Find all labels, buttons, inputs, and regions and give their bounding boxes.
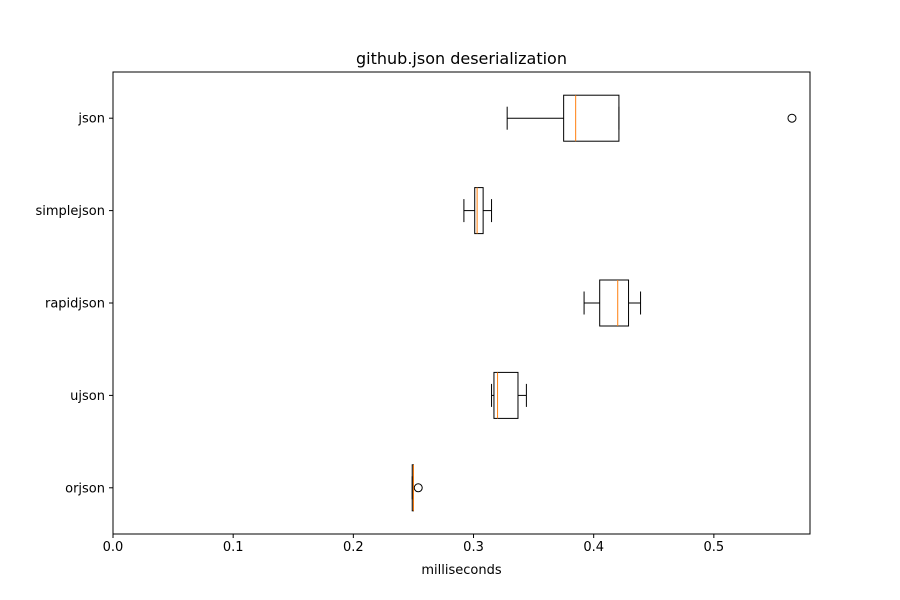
- x-tick-label: 0.3: [463, 540, 484, 555]
- box-iqr: [563, 94, 620, 142]
- box-json: [506, 94, 797, 142]
- box-ujson: [491, 371, 527, 419]
- outlier-point: [787, 113, 797, 123]
- x-tick-label: 0.4: [583, 540, 604, 555]
- chart-title: github.json deserialization: [356, 49, 567, 68]
- box-iqr: [599, 279, 630, 327]
- x-tick-label: 0.0: [103, 540, 124, 555]
- box-group: [411, 94, 797, 512]
- y-tick-label: ujson: [70, 389, 105, 404]
- outlier-point: [413, 483, 423, 493]
- x-tick-label: 0.5: [704, 540, 725, 555]
- box-orjson: [411, 464, 423, 512]
- y-tick-label: orjson: [65, 481, 105, 496]
- y-axis: orjson ujson rapidjson simplejson json: [36, 112, 113, 496]
- box-simplejson: [463, 187, 493, 235]
- x-tick-label: 0.2: [343, 540, 364, 555]
- box-iqr: [493, 371, 519, 419]
- y-tick-label: json: [77, 112, 105, 127]
- x-tick-label: 0.1: [223, 540, 244, 555]
- y-tick-label: rapidjson: [45, 297, 105, 312]
- y-tick-label: simplejson: [36, 204, 106, 219]
- box-iqr: [474, 187, 484, 235]
- x-axis-label: milliseconds: [421, 563, 501, 578]
- plot-area: 0.0 0.1 0.2 0.3 0.4 0.5 orjson ujson rapidjson s…: [36, 71, 811, 555]
- x-axis: 0.0 0.1 0.2 0.3 0.4 0.5: [103, 534, 725, 555]
- box-rapidjson: [583, 279, 642, 327]
